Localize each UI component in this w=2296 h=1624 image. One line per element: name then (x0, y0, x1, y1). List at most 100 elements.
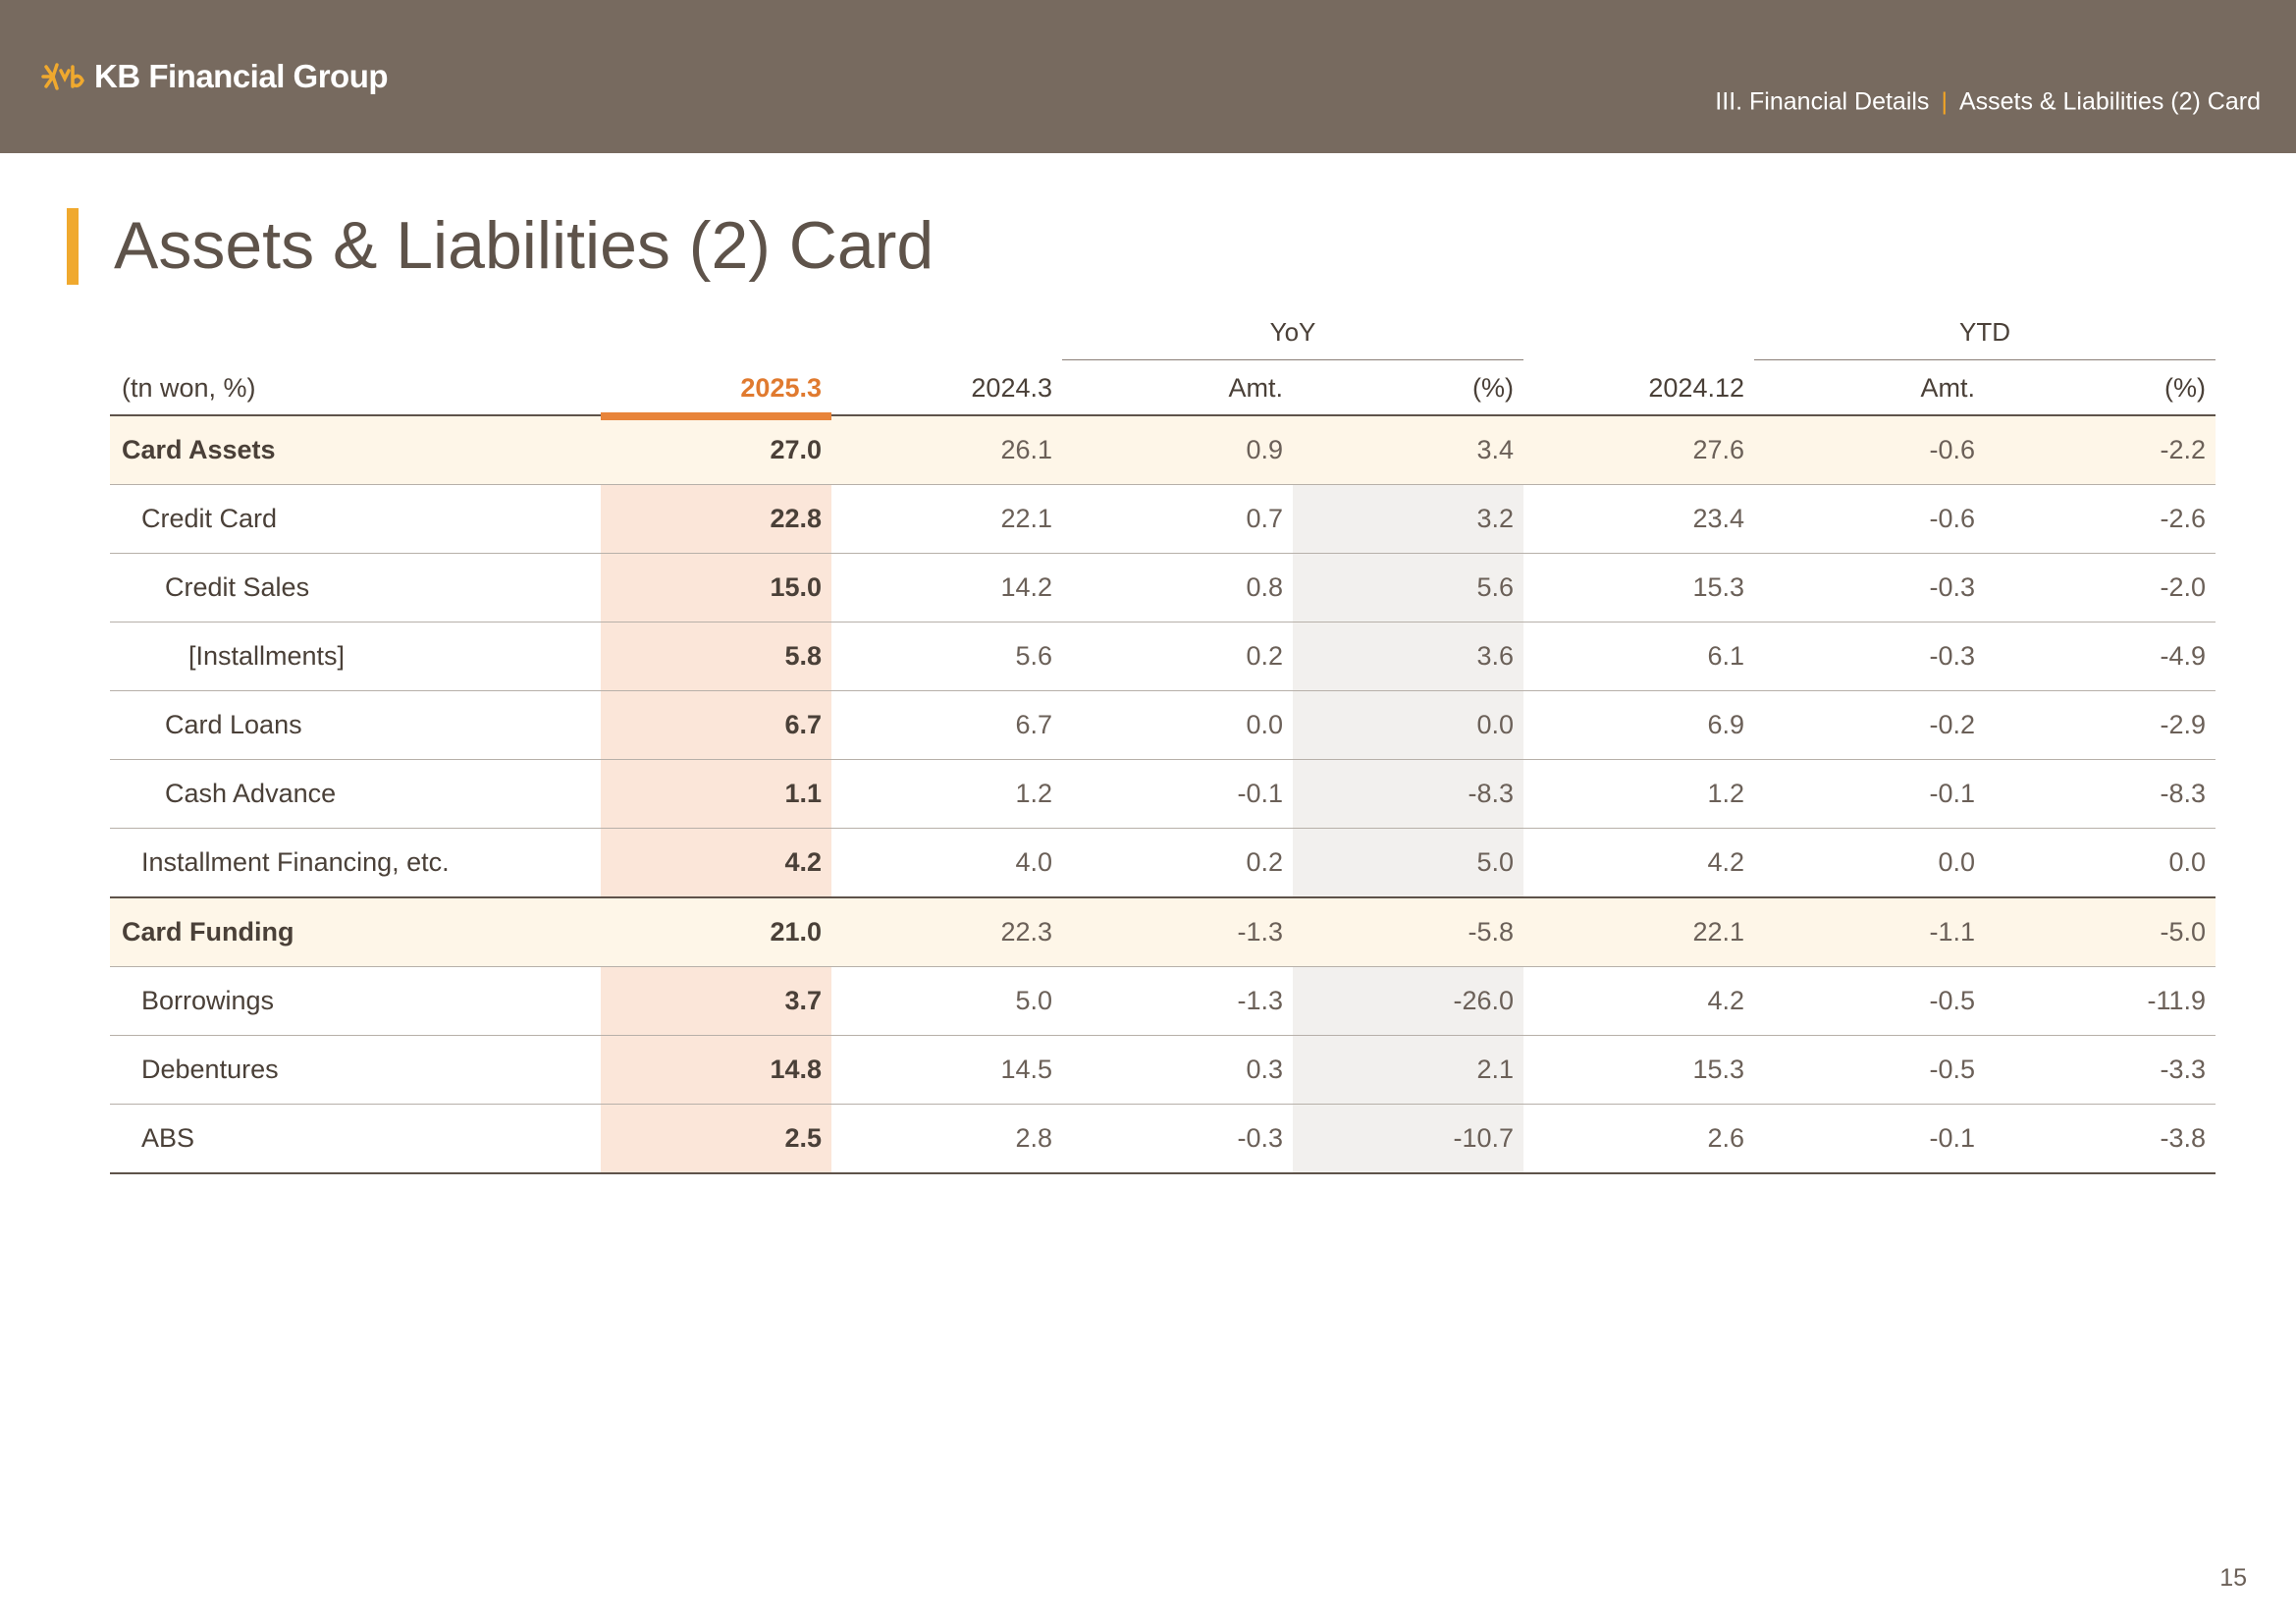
table-row: Borrowings 3.7 5.0 -1.3 -26.0 4.2 -0.5 -11.9 (110, 966, 2216, 1036)
cell-2025-3: 2.5 (601, 1104, 831, 1174)
cell-2024-12: 2.6 (1523, 1104, 1754, 1174)
cell-2025-3: 5.8 (601, 622, 831, 691)
row-label: Card Assets (110, 415, 601, 485)
cell-ytd-pct: -11.9 (1985, 966, 2216, 1036)
row-label: Debentures (110, 1035, 601, 1105)
row-label: Cash Advance (110, 759, 601, 829)
cell-2024-3: 26.1 (831, 415, 1062, 485)
cell-2024-12: 6.1 (1523, 622, 1754, 691)
cell-yoy-amt: 0.8 (1062, 553, 1293, 623)
cell-ytd-amt: -0.1 (1754, 1104, 1985, 1174)
breadcrumb-page: Assets & Liabilities (2) Card (1958, 87, 2261, 116)
cell-yoy-amt: -1.3 (1062, 966, 1293, 1036)
cell-yoy-amt: 0.3 (1062, 1035, 1293, 1105)
cell-yoy-amt: 0.9 (1062, 415, 1293, 485)
column-group-row: YoY YTD (110, 304, 2216, 361)
cell-ytd-amt: -1.1 (1754, 897, 1985, 967)
row-label: Card Loans (110, 690, 601, 760)
table-row: [Installments] 5.8 5.6 0.2 3.6 6.1 -0.3 -4.9 (110, 622, 2216, 691)
breadcrumb-separator: | (1941, 87, 1948, 116)
card-table-container: YoY YTD (tn won, %) 2025.3 2024.3 Amt. (… (110, 304, 2216, 1174)
cell-yoy-amt: -0.3 (1062, 1104, 1293, 1174)
cell-ytd-pct: 0.0 (1985, 828, 2216, 898)
table-row: Installment Financing, etc. 4.2 4.0 0.2 5.0 4… (110, 828, 2216, 898)
cell-2025-3: 3.7 (601, 966, 831, 1036)
cell-2025-3: 14.8 (601, 1035, 831, 1105)
cell-ytd-pct: -4.9 (1985, 622, 2216, 691)
cell-2024-12: 22.1 (1523, 897, 1754, 967)
row-label: Borrowings (110, 966, 601, 1036)
cell-ytd-pct: -2.0 (1985, 553, 2216, 623)
cell-2024-12: 4.2 (1523, 966, 1754, 1036)
cell-yoy-amt: -0.1 (1062, 759, 1293, 829)
table-row: Card Funding 21.0 22.3 -1.3 -5.8 22.1 -1.1 -5.0 (110, 897, 2216, 967)
cell-ytd-amt: -0.3 (1754, 622, 1985, 691)
cell-2024-3: 22.1 (831, 484, 1062, 554)
row-label: Credit Card (110, 484, 601, 554)
cell-2025-3: 15.0 (601, 553, 831, 623)
cell-2024-3: 5.6 (831, 622, 1062, 691)
cell-2024-3: 14.5 (831, 1035, 1062, 1105)
group-header-yoy: YoY (1062, 304, 1523, 360)
cell-ytd-amt: -0.6 (1754, 415, 1985, 485)
cell-2024-12: 15.3 (1523, 1035, 1754, 1105)
table-row: Credit Card 22.8 22.1 0.7 3.2 23.4 -0.6 -2.6 (110, 484, 2216, 554)
cell-2025-3: 4.2 (601, 828, 831, 898)
column-header-ytd-pct: (%) (2164, 372, 2206, 403)
cell-ytd-amt: 0.0 (1754, 828, 1985, 898)
page-title: Assets & Liabilities (2) Card (114, 208, 934, 283)
cell-yoy-amt: 0.7 (1062, 484, 1293, 554)
row-label: Credit Sales (110, 553, 601, 623)
cell-yoy-pct: -10.7 (1293, 1104, 1523, 1174)
kb-logo: KB Financial Group (39, 57, 389, 96)
cell-yoy-amt: -1.3 (1062, 897, 1293, 967)
table-body: Card Assets 27.0 26.1 0.9 3.4 27.6 -0.6 -2.2 Cre… (110, 415, 2216, 1174)
top-header-bar: KB Financial Group III. Financial Detail… (0, 0, 2296, 153)
cell-2024-12: 15.3 (1523, 553, 1754, 623)
table-row: Cash Advance 1.1 1.2 -0.1 -8.3 1.2 -0.1 -8.3 (110, 759, 2216, 829)
cell-ytd-pct: -3.3 (1985, 1035, 2216, 1105)
brand-name: KB Financial Group (94, 58, 389, 94)
cell-2025-3: 6.7 (601, 690, 831, 760)
column-header-2025-3: 2025.3 (740, 372, 822, 403)
cell-2024-3: 14.2 (831, 553, 1062, 623)
cell-2025-3: 22.8 (601, 484, 831, 554)
kb-star-icon (41, 63, 84, 90)
table-row: ABS 2.5 2.8 -0.3 -10.7 2.6 -0.1 -3.8 (110, 1104, 2216, 1174)
column-header-2024-3: 2024.3 (971, 372, 1052, 403)
page-number: 15 (2219, 1564, 2247, 1592)
cell-ytd-amt: -0.6 (1754, 484, 1985, 554)
card-assets-liabilities-table: (tn won, %) 2025.3 2024.3 Amt. (%) 2024.… (110, 361, 2216, 1174)
cell-yoy-pct: -5.8 (1293, 897, 1523, 967)
cell-ytd-pct: -8.3 (1985, 759, 2216, 829)
cell-2024-3: 4.0 (831, 828, 1062, 898)
cell-2024-3: 22.3 (831, 897, 1062, 967)
cell-yoy-pct: -8.3 (1293, 759, 1523, 829)
column-header-ytd-amt: Amt. (1920, 372, 1975, 403)
cell-yoy-pct: 5.0 (1293, 828, 1523, 898)
cell-yoy-pct: 2.1 (1293, 1035, 1523, 1105)
column-header-unit: (tn won, %) (122, 372, 256, 403)
cell-yoy-pct: 3.4 (1293, 415, 1523, 485)
cell-ytd-amt: -0.1 (1754, 759, 1985, 829)
cell-ytd-pct: -2.2 (1985, 415, 2216, 485)
cell-yoy-amt: 0.0 (1062, 690, 1293, 760)
cell-yoy-amt: 0.2 (1062, 828, 1293, 898)
row-label: ABS (110, 1104, 601, 1174)
column-header-row: (tn won, %) 2025.3 2024.3 Amt. (%) 2024.… (110, 361, 2216, 415)
cell-2024-3: 2.8 (831, 1104, 1062, 1174)
row-label: Card Funding (110, 897, 601, 967)
table-row: Debentures 14.8 14.5 0.3 2.1 15.3 -0.5 -3.3 (110, 1035, 2216, 1105)
cell-yoy-pct: 3.2 (1293, 484, 1523, 554)
cell-yoy-pct: -26.0 (1293, 966, 1523, 1036)
cell-2025-3: 1.1 (601, 759, 831, 829)
cell-2024-12: 4.2 (1523, 828, 1754, 898)
column-header-yoy-pct: (%) (1472, 372, 1514, 403)
cell-2024-12: 1.2 (1523, 759, 1754, 829)
cell-2024-3: 6.7 (831, 690, 1062, 760)
cell-yoy-pct: 0.0 (1293, 690, 1523, 760)
cell-2024-12: 23.4 (1523, 484, 1754, 554)
breadcrumb-section: III. Financial Details (1715, 87, 1930, 116)
breadcrumb: III. Financial Details | Assets & Liabilit… (1715, 88, 2261, 117)
cell-ytd-amt: -0.3 (1754, 553, 1985, 623)
